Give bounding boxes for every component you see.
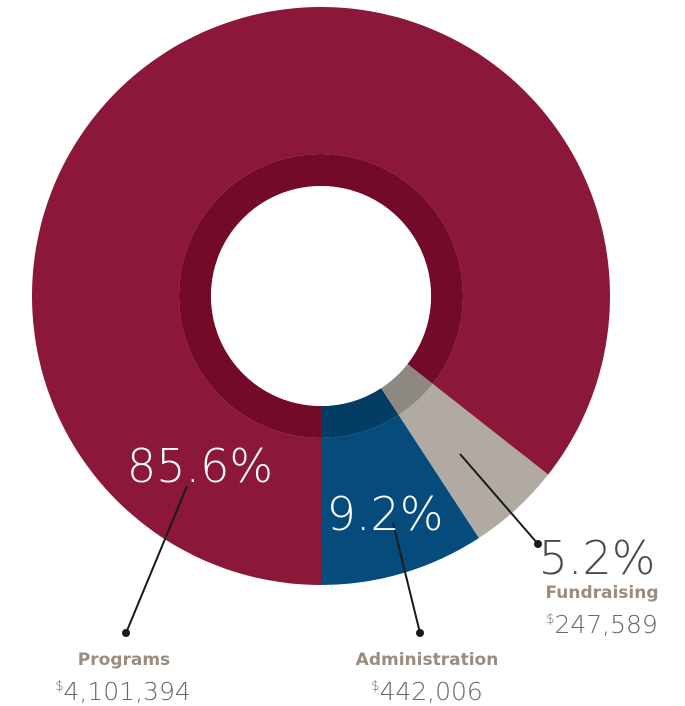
fundraising-currency-symbol: $: [546, 612, 554, 627]
leader-lines: [122, 453, 542, 637]
administration-percent-label: 9.2%: [327, 487, 444, 541]
donut-hole: [211, 186, 431, 406]
fundraising-amount-value: 247,589: [554, 610, 657, 639]
programs-leader-dot: [122, 629, 130, 637]
programs-currency-symbol: $: [55, 679, 63, 694]
programs-amount-value: 4,101,394: [64, 677, 191, 706]
donut-slices: [32, 6, 611, 585]
administration-slice: [321, 414, 479, 585]
fundraising-percent-label: 5.2%: [539, 531, 656, 585]
administration-leader-dot: [416, 629, 424, 637]
programs-percent-label: 85.6%: [127, 439, 273, 493]
programs-leader-line: [125, 485, 188, 634]
fundraising-slice-inner-band: [381, 363, 433, 415]
administration-currency-symbol: $: [371, 679, 379, 694]
administration-category-label: Administration: [356, 650, 499, 670]
programs-amount-label: $4,101,394: [55, 677, 191, 706]
administration-leader-line: [392, 522, 421, 634]
fundraising-amount-label: $247,589: [546, 610, 658, 639]
administration-slice-inner-band: [321, 388, 399, 438]
fundraising-slice: [398, 383, 549, 539]
fundraising-category-label: Fundraising: [545, 583, 658, 603]
programs-slice: [32, 6, 611, 585]
fundraising-leader-line: [459, 453, 539, 545]
administration-amount-label: $442,006: [371, 677, 483, 706]
administration-amount-value: 442,006: [379, 677, 482, 706]
fundraising-leader-dot: [534, 540, 542, 548]
programs-category-label: Programs: [78, 650, 170, 670]
